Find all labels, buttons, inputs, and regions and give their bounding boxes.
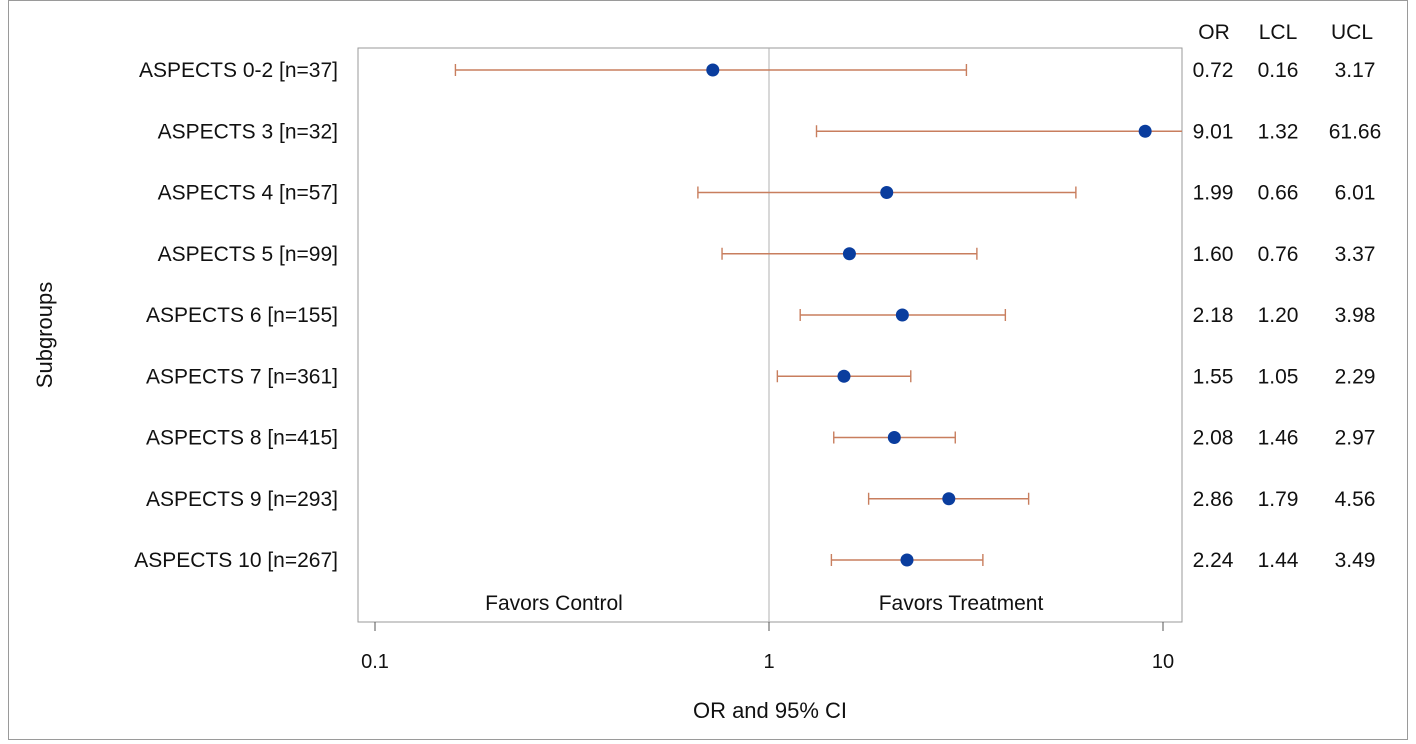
- or-point: [900, 553, 914, 567]
- favors-treatment-label: Favors Treatment: [879, 592, 1044, 615]
- lcl-value: 1.20: [1258, 304, 1299, 327]
- or-point: [706, 63, 720, 77]
- or-value: 1.55: [1193, 365, 1234, 388]
- lcl-value: 1.32: [1258, 120, 1299, 143]
- subgroup-label: ASPECTS 3 [n=32]: [158, 120, 338, 143]
- ucl-value: 2.97: [1335, 427, 1376, 450]
- or-value: 1.60: [1193, 243, 1234, 266]
- lcl-value: 1.79: [1258, 488, 1299, 511]
- or-value: 2.24: [1193, 549, 1234, 572]
- lcl-value: 1.46: [1258, 427, 1299, 450]
- or-value: 2.86: [1193, 488, 1234, 511]
- lcl-value: 1.05: [1258, 365, 1299, 388]
- x-tick-label: 10: [1152, 651, 1174, 673]
- or-point: [1138, 124, 1152, 138]
- or-value: 1.99: [1193, 182, 1234, 205]
- favors-control-label: Favors Control: [485, 592, 623, 615]
- or-point: [842, 247, 856, 261]
- lcl-value: 1.44: [1258, 549, 1299, 572]
- ucl-value: 3.49: [1335, 549, 1376, 572]
- subgroup-label: ASPECTS 6 [n=155]: [146, 304, 338, 327]
- subgroup-label: ASPECTS 10 [n=267]: [134, 549, 338, 572]
- or-point: [880, 186, 894, 199]
- or-point: [942, 492, 956, 506]
- table-header-ucl: UCL: [1331, 21, 1373, 44]
- ucl-value: 3.37: [1335, 243, 1376, 266]
- ucl-value: 4.56: [1335, 488, 1376, 511]
- subgroup-label: ASPECTS 5 [n=99]: [158, 243, 338, 266]
- x-tick-label: 1: [763, 651, 774, 673]
- subgroup-label: ASPECTS 4 [n=57]: [158, 182, 338, 205]
- subgroup-label: ASPECTS 9 [n=293]: [146, 488, 338, 511]
- ucl-value: 6.01: [1335, 182, 1376, 205]
- table-header-or: OR: [1198, 21, 1230, 44]
- ucl-value: 61.66: [1329, 120, 1382, 143]
- chart-frame: [8, 0, 1408, 740]
- plot-area: [357, 47, 1183, 623]
- or-point: [837, 369, 851, 383]
- ucl-value: 3.17: [1335, 59, 1376, 82]
- x-tick-label: 0.1: [361, 651, 389, 673]
- or-point: [887, 431, 901, 444]
- lcl-value: 0.66: [1258, 182, 1299, 205]
- or-value: 0.72: [1193, 59, 1234, 82]
- table-header-lcl: LCL: [1259, 21, 1298, 44]
- or-point: [895, 308, 909, 322]
- or-value: 2.18: [1193, 304, 1234, 327]
- x-axis-title: OR and 95% CI: [693, 698, 847, 723]
- subgroup-label: ASPECTS 7 [n=361]: [146, 365, 338, 388]
- ucl-value: 3.98: [1335, 304, 1376, 327]
- lcl-value: 0.16: [1258, 59, 1299, 82]
- or-value: 2.08: [1193, 427, 1234, 450]
- lcl-value: 0.76: [1258, 243, 1299, 266]
- subgroup-label: ASPECTS 0-2 [n=37]: [139, 59, 338, 82]
- or-value: 9.01: [1193, 120, 1234, 143]
- ucl-value: 2.29: [1335, 365, 1376, 388]
- y-axis-title: Subgroups: [32, 282, 57, 388]
- subgroup-label: ASPECTS 8 [n=415]: [146, 427, 338, 450]
